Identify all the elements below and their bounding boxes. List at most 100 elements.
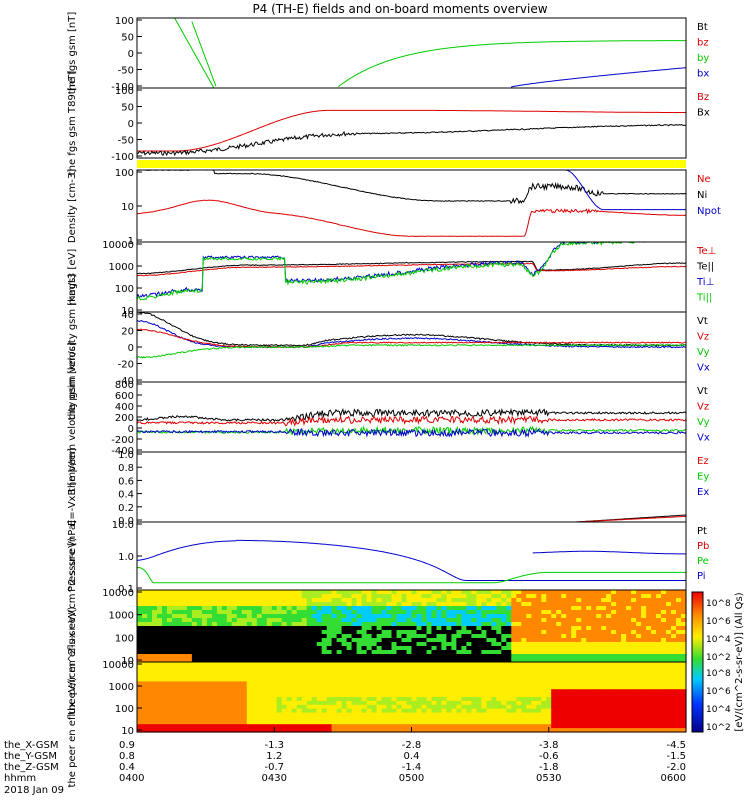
by-trace-b	[191, 21, 217, 87]
footer-value-1-4: -1.5	[666, 751, 686, 762]
ytick-label-vi-3: -20	[118, 360, 134, 371]
legend-ve-0: Vt	[697, 386, 708, 397]
ytick-label-ve-4: 0	[128, 424, 134, 435]
ytick-label-vi-4: -40	[118, 376, 134, 387]
panel-frame-dens	[136, 169, 687, 243]
legend-vi-3: Vx	[697, 363, 710, 374]
legend-temp-0: Te⊥	[696, 246, 716, 257]
legend-press-1: Pb	[697, 541, 709, 552]
legend-ve-2: Vy	[697, 417, 710, 428]
vz-e-trace	[136, 414, 687, 427]
vy-i-trace	[136, 343, 687, 359]
panel-frame-press	[136, 521, 687, 591]
legend-temp-1: Te||	[696, 262, 714, 273]
legend-vi-1: Vz	[697, 332, 709, 343]
panel-frame-temp	[136, 241, 687, 313]
footer-value-3-0: 0400	[119, 773, 144, 784]
legend-fgs-0: Bt	[697, 22, 708, 33]
peer-spectrogram	[137, 662, 687, 733]
footer-label-0: the_X-GSM	[4, 740, 58, 751]
ylabel-press: Pressure [nPa]	[67, 520, 78, 592]
te-perp-trace	[136, 262, 687, 277]
ylabel-efield: E=-VxB [mV/m]	[67, 448, 78, 526]
legend-t89-0: Bz	[697, 92, 709, 103]
footer-value-2-2: -1.4	[402, 762, 422, 773]
footer-value-1-1: 1.2	[266, 751, 282, 762]
ylabel-dens: Density [cm-3]	[67, 169, 78, 243]
colorbar-tick-bottom-2: 10^4	[706, 705, 731, 715]
vy-e-trace	[136, 425, 687, 436]
ytick-label-peer-3: 10	[121, 726, 134, 737]
panel-frame-ve	[136, 381, 687, 453]
footer-value-3-3: 0530	[536, 773, 561, 784]
ytick-label-press-2: 0.1	[118, 584, 134, 595]
footer-value-1-2: 0.4	[404, 751, 420, 762]
ytick-label-ve-0: 800	[115, 380, 134, 391]
footer-value-0-4: -4.5	[666, 740, 686, 751]
ytick-label-t89-3: -50	[118, 136, 134, 147]
footer-label-1: the_Y-GSM	[4, 751, 57, 762]
pi-trace	[137, 539, 686, 581]
ytick-label-efield-2: 0.6	[118, 476, 134, 487]
colorbar-gradient	[691, 591, 704, 733]
pe-trace	[136, 566, 686, 584]
footer-value-3-2: 0500	[399, 773, 424, 784]
ytick-label-vi-2: 0	[128, 343, 134, 354]
ylabel-vi: the peim velocity gsm [km/s]	[67, 274, 78, 421]
flag-bar	[137, 160, 686, 168]
ytick-label-ve-3: 200	[115, 413, 134, 424]
panel-frame-t89	[136, 87, 687, 159]
footer-value-0-0: 0.9	[119, 740, 135, 751]
legend-t89-1: Bx	[697, 108, 710, 119]
ytick-label-peer-2: 100	[115, 704, 134, 715]
legend-dens-2: Npot	[697, 206, 721, 217]
footer-value-3-4: 0600	[661, 773, 686, 784]
colorbar-tick-bottom-0: 10^8	[706, 669, 731, 679]
ytick-label-t89-1: 50	[121, 103, 134, 114]
ytick-label-temp-0: 10000	[102, 240, 134, 251]
footer-value-3-1: 0430	[262, 773, 287, 784]
legend-ve-3: Vx	[697, 433, 710, 444]
ytick-label-ve-5: -200	[111, 435, 134, 446]
ytick-label-temp-1: 1000	[109, 262, 134, 273]
legend-temp-2: Ti⊥	[696, 277, 714, 288]
ylabel-temp: magt3 [eV]	[67, 249, 78, 306]
npot-trace	[565, 169, 686, 211]
ytick-label-vi-1: 20	[121, 327, 134, 338]
legend-press-2: Pe	[697, 556, 709, 567]
panel-frame-efield	[136, 451, 687, 523]
footer-label-3: hhmm	[4, 773, 36, 784]
footer-value-2-0: 0.4	[119, 762, 135, 773]
vx-e-trace	[136, 427, 687, 438]
ytick-label-ve-6: -400	[111, 446, 134, 457]
footer-value-0-3: -3.8	[539, 740, 559, 751]
ytick-label-fgs-3: -50	[118, 66, 134, 77]
bx-t89-trace	[136, 124, 687, 157]
footer-label-2: the_Z-GSM	[4, 762, 59, 773]
ytick-label-temp-2: 100	[115, 284, 134, 295]
ytick-label-dens-0: 100	[115, 168, 134, 179]
ti-par-trace	[136, 241, 686, 301]
ylabel-ve: the peem velocity gsm [km/s]	[67, 342, 78, 492]
footer-value-2-1: -0.7	[264, 762, 284, 773]
colorbar-tick-top-3: 10^2	[706, 653, 731, 663]
panel-frame-fgs	[136, 17, 687, 89]
footer-value-1-0: 0.8	[119, 751, 135, 762]
ytick-label-ve-2: 400	[115, 402, 134, 413]
vt-i-trace	[136, 311, 687, 347]
footer-value-0-1: -1.3	[264, 740, 284, 751]
legend-vi-0: Vt	[697, 316, 708, 327]
pb-trace	[576, 515, 687, 523]
ytick-label-peer-1: 1000	[109, 682, 134, 693]
legend-press-3: Pi	[697, 571, 706, 582]
vz-i-trace	[136, 328, 687, 349]
colorbar-tick-top-0: 10^8	[706, 599, 731, 609]
footer-date: 2018 Jan 09	[4, 785, 64, 796]
ytick-label-peir-1: 1000	[109, 611, 134, 622]
footer-value-2-4: -2.0	[666, 762, 686, 773]
te-par-trace	[136, 260, 687, 275]
ytick-label-peir-0: 10000	[102, 588, 134, 599]
legend-efield-2: Ex	[697, 487, 709, 498]
